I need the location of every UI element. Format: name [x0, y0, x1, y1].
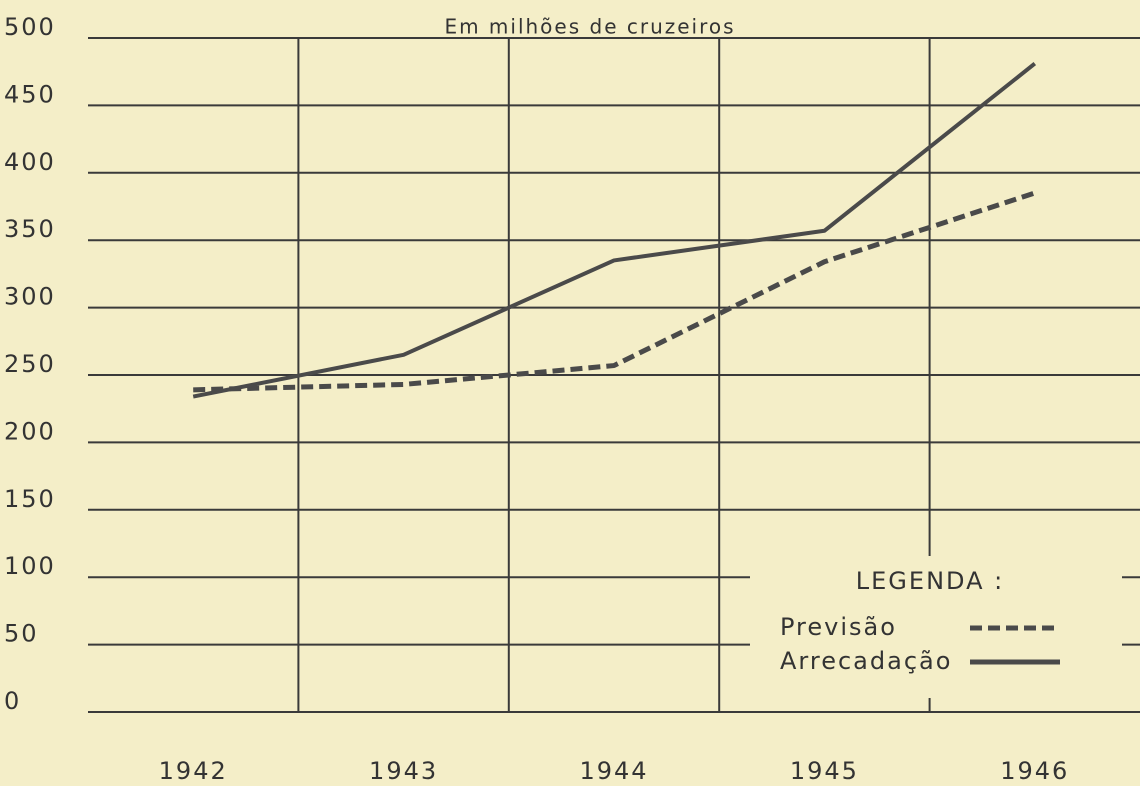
y-tick-label: 250: [4, 350, 56, 378]
legend-label: Arrecadação: [780, 647, 952, 675]
chart-subtitle: Em milhões de cruzeiros: [444, 15, 735, 39]
y-tick-label: 400: [4, 148, 56, 176]
x-tick-label: 1943: [369, 757, 438, 785]
y-tick-label: 500: [4, 13, 56, 41]
y-tick-label: 300: [4, 283, 56, 311]
x-tick-label: 1945: [790, 757, 859, 785]
y-tick-label: 100: [4, 552, 56, 580]
y-tick-label: 0: [4, 687, 21, 715]
y-tick-label: 450: [4, 80, 56, 108]
legend-title: LEGENDA :: [856, 567, 1004, 595]
y-tick-label: 350: [4, 215, 56, 243]
series-line: [192, 62, 1037, 399]
y-tick-label: 50: [4, 620, 39, 648]
y-tick-label: 200: [4, 417, 56, 445]
series-line: [193, 190, 1036, 393]
legend-box: [750, 556, 1122, 698]
legend-label: Previsão: [780, 613, 897, 641]
x-tick-label: 1942: [159, 757, 228, 785]
x-tick-label: 1944: [579, 757, 648, 785]
y-tick-label: 150: [4, 485, 56, 513]
x-tick-label: 1946: [1000, 757, 1069, 785]
